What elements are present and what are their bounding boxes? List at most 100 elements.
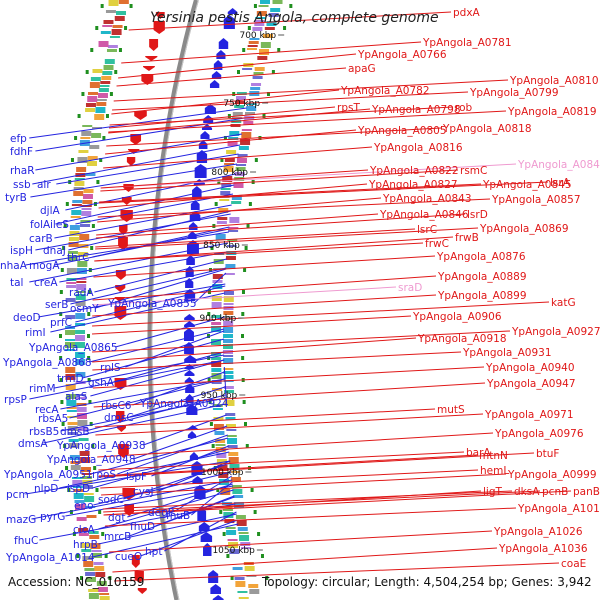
cog-block xyxy=(66,407,77,409)
gene-label-plus: YpAngola_A0781 xyxy=(422,37,512,49)
gene-label-minus: deoD xyxy=(13,312,41,324)
scale-tick xyxy=(81,92,85,96)
plus-strand-gene xyxy=(126,157,136,166)
cog-block xyxy=(246,575,257,577)
gene-label-minus: ispF xyxy=(126,471,147,483)
cog-block xyxy=(96,581,107,586)
cog-block xyxy=(79,234,90,240)
scale-tick xyxy=(63,224,67,228)
gene-label-plus: dksA xyxy=(514,486,540,498)
cog-block xyxy=(81,476,92,479)
minus-strand-gene xyxy=(200,131,210,139)
leader-line-minus xyxy=(35,133,242,171)
leader-line-minus xyxy=(54,228,230,266)
cog-block xyxy=(228,227,239,229)
gene-label-minus: YpAngola_A0948 xyxy=(46,454,136,466)
cog-block xyxy=(256,11,267,16)
scale-tick xyxy=(59,312,63,316)
cog-block xyxy=(69,455,80,460)
cog-block xyxy=(89,145,100,149)
leader-line-plus xyxy=(94,236,454,262)
cog-block xyxy=(94,566,105,571)
scale-tick xyxy=(227,114,231,118)
cog-block xyxy=(65,374,76,380)
cog-block xyxy=(84,568,95,571)
cog-block xyxy=(80,224,91,227)
accession-text: Accession: NC_010159 xyxy=(8,575,145,589)
gene-label-plus: YpAngola_A0876 xyxy=(436,251,526,263)
scale-tick xyxy=(87,312,91,316)
cog-block xyxy=(81,205,92,207)
cog-block xyxy=(211,315,222,318)
plus-strand-gene xyxy=(153,21,165,34)
gene-label-minus: ispH xyxy=(10,245,33,257)
cog-block xyxy=(219,199,230,201)
topology-text: Topology: circular; Length: 4,504,254 bp… xyxy=(262,575,592,589)
leader-line-minus xyxy=(132,371,225,406)
gene-label-plus: btuF xyxy=(536,448,559,460)
cog-block xyxy=(253,72,264,75)
cog-block xyxy=(225,527,236,529)
scale-tick xyxy=(254,158,258,162)
gene-label-plus: lsrD xyxy=(467,209,488,221)
gene-label-plus: YpAngola_A0927 xyxy=(511,326,600,338)
cog-block xyxy=(259,49,270,55)
leader-line-minus xyxy=(60,397,226,432)
cog-block xyxy=(223,303,234,305)
cog-block xyxy=(226,530,237,535)
leader-line-plus xyxy=(97,197,382,223)
scale-tick xyxy=(277,48,281,52)
leader-line-minus xyxy=(85,394,226,432)
scale-tick xyxy=(219,510,223,514)
cog-block xyxy=(69,225,80,230)
cog-block xyxy=(103,65,114,70)
cog-block xyxy=(77,427,88,431)
scale-tick xyxy=(109,92,113,96)
gene-label-minus: ileS xyxy=(50,219,69,231)
cog-block xyxy=(101,76,112,80)
leader-line-minus xyxy=(95,268,227,309)
genome-title: Yersinia pestis Angola, complete genome xyxy=(150,10,439,26)
scale-tick xyxy=(60,400,64,404)
gene-label-minus: degP xyxy=(148,507,174,519)
minus-strand-gene xyxy=(190,200,200,210)
leader-line-plus xyxy=(93,382,486,408)
leader-line-minus xyxy=(164,511,237,552)
cog-block xyxy=(229,464,240,470)
cog-block xyxy=(246,103,257,105)
cog-block xyxy=(87,156,98,160)
cog-block xyxy=(226,245,237,247)
scale-tick xyxy=(101,532,105,536)
cog-block xyxy=(76,407,87,412)
gene-label-plus: YpAngola_A0846 xyxy=(379,209,469,221)
cog-block xyxy=(109,36,120,38)
cog-block xyxy=(223,371,234,374)
cog-block xyxy=(65,315,76,319)
gene-label-minus: radA xyxy=(69,287,94,299)
cog-block xyxy=(234,172,245,176)
cog-block xyxy=(211,357,222,360)
leader-line-minus xyxy=(29,359,225,400)
scale-tick xyxy=(67,488,71,492)
cog-block xyxy=(83,561,94,567)
cog-block xyxy=(211,302,222,308)
leader-line-plus xyxy=(95,228,416,248)
cog-block xyxy=(81,473,92,475)
cog-block xyxy=(100,31,111,34)
gene-label-minus: djlA xyxy=(40,205,60,217)
gene-label-minus: YpAngola_A0865 xyxy=(28,342,118,354)
cog-block xyxy=(80,543,91,548)
cog-block xyxy=(66,285,77,288)
cog-block xyxy=(77,420,88,426)
gene-label-plus: panB xyxy=(573,486,600,498)
leader-line-plus xyxy=(112,91,469,111)
leader-line-minus xyxy=(115,316,225,348)
gene-label-minus: hpt xyxy=(145,546,162,558)
cog-block xyxy=(76,281,87,283)
scale-tick xyxy=(241,312,245,316)
cog-block xyxy=(223,327,234,333)
cog-block xyxy=(81,208,92,210)
leader-line-minus xyxy=(29,107,247,139)
cog-block xyxy=(223,386,234,389)
scale-tick xyxy=(70,158,74,162)
